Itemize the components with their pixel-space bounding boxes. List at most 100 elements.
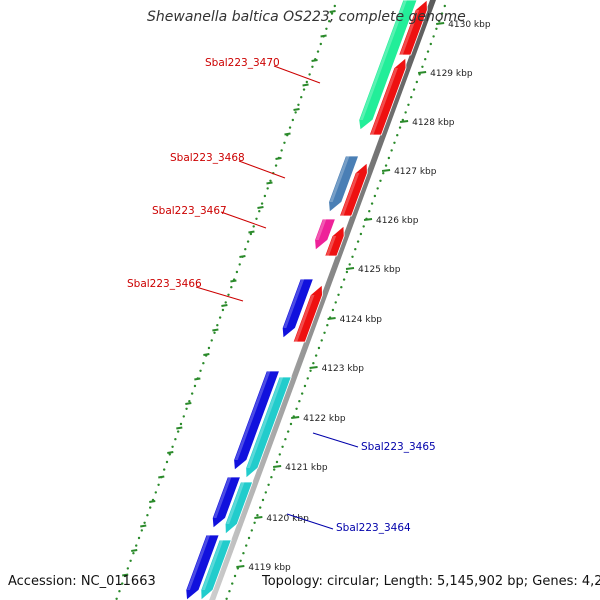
tick-mark — [327, 317, 336, 320]
outer-tick-dot — [289, 422, 293, 426]
inner-tick-dot — [260, 202, 264, 205]
inner-tick-mark — [311, 59, 318, 62]
outer-tick-dot — [432, 35, 435, 38]
backbone-line — [209, 0, 436, 600]
inner-tick-dot — [288, 126, 292, 129]
gene-inner-red-shine — [325, 236, 337, 256]
accession-text: Accession: NC_011663 — [8, 574, 156, 589]
inner-tick-mark — [320, 34, 327, 38]
gene-label-leaders — [195, 65, 359, 530]
outer-tick-dot — [443, 4, 446, 8]
outer-tick-dot — [272, 468, 276, 471]
gene-inner-red — [398, 0, 428, 56]
inner-tick-dot — [137, 536, 141, 540]
outer-tick-dot — [354, 248, 357, 251]
tick-label: 4128 kbp — [412, 118, 455, 128]
inner-tick-dot — [311, 65, 314, 69]
inner-tick-mark — [257, 206, 264, 209]
outer-tick-dot — [245, 544, 248, 547]
inner-tick-mark — [158, 475, 165, 479]
outer-tick-dot — [373, 194, 377, 198]
outer-tick-dot — [239, 559, 242, 562]
gene-label[interactable]: Sbal223_3464 — [336, 522, 411, 534]
tick-mark — [363, 218, 373, 221]
inner-tick-dot — [182, 415, 185, 418]
tick-mark — [254, 516, 263, 519]
outer-tick-dot — [250, 529, 254, 532]
inner-tick-dot — [157, 483, 160, 486]
inner-tick-dot — [235, 270, 239, 274]
inner-tick-mark — [167, 451, 174, 454]
gene-cds-cyan-shine — [201, 540, 224, 590]
tick-mark — [309, 366, 318, 369]
gene-outer-blue — [185, 534, 220, 600]
outer-tick-dot — [334, 301, 337, 304]
gene-outer-steelblue-shine — [329, 156, 350, 202]
outer-tick-dot — [398, 126, 402, 129]
inner-tick-mark — [176, 426, 183, 430]
inner-tick-dot — [135, 544, 138, 547]
inner-tick-mark — [221, 304, 228, 307]
gene-label[interactable]: Sbal223_3466 — [127, 278, 202, 290]
outer-tick-dot — [270, 476, 273, 479]
outer-tick-dot — [261, 498, 265, 502]
tick-mark — [436, 22, 445, 25]
tick-label: 4127 kbp — [394, 167, 437, 177]
inner-tick-dot — [193, 384, 197, 388]
outer-tick-dot — [429, 42, 433, 46]
outer-tick-dot — [404, 111, 407, 114]
outer-tick-dot — [323, 331, 326, 334]
inner-tick-mark — [149, 500, 156, 503]
outer-tick-dot — [317, 346, 321, 350]
gene-outer-blue-shine — [234, 371, 271, 460]
outer-tick-dot — [396, 134, 399, 137]
inner-tick-dot — [132, 552, 135, 555]
inner-tick-dot — [146, 514, 149, 517]
inner-tick-dot — [325, 27, 328, 30]
outer-tick-dot — [435, 27, 438, 30]
inner-tick-mark — [293, 108, 300, 111]
tick-mark — [273, 465, 282, 468]
gene-label[interactable]: Sbal223_3470 — [205, 57, 280, 69]
inner-tick-mark — [203, 353, 210, 356]
inner-tick-dot — [129, 559, 132, 562]
genome-summary: Topology: circular; Length: 5,145,902 bp… — [262, 574, 600, 589]
gene-label[interactable]: Sbal223_3467 — [152, 205, 227, 217]
outer-tick-dot — [368, 210, 371, 213]
inner-tick-dot — [185, 407, 188, 410]
outer-tick-dot — [337, 293, 340, 296]
outer-tick-dot — [320, 339, 323, 342]
tick-mark — [399, 120, 409, 123]
inner-tick-dot — [168, 453, 171, 456]
outer-tick-dot — [440, 12, 444, 15]
gene-label[interactable]: Sbal223_3468 — [170, 152, 245, 164]
gene-outer-steelblue — [328, 155, 360, 213]
tick-label: 4126 kbp — [376, 216, 419, 226]
outer-tick-dot — [326, 324, 329, 327]
inner-tick-dot — [115, 597, 118, 600]
gene-leader-line — [238, 160, 286, 179]
outer-tick-dot — [415, 80, 419, 84]
inner-tick-dot — [244, 248, 247, 251]
gene-outer-blue-shine — [283, 279, 305, 328]
outer-tick-dot — [390, 149, 393, 152]
genome-backbone — [209, 0, 436, 600]
outer-tick-dot — [340, 286, 343, 289]
tick-label: 4121 kbp — [285, 463, 328, 473]
inner-tick-dot — [190, 392, 194, 395]
gene-cds-cyan — [200, 539, 232, 600]
outer-tick-dot — [264, 491, 267, 494]
outer-tick-dot — [242, 552, 245, 555]
outer-tick-dot — [331, 308, 335, 312]
inner-tick-dot — [213, 331, 216, 334]
outer-tick-dot — [312, 362, 315, 365]
tick-mark — [291, 416, 300, 419]
inner-tick-dot — [302, 88, 306, 91]
inner-tick-dot — [224, 301, 227, 304]
gene-label[interactable]: Sbal223_3465 — [361, 441, 436, 453]
inner-tick-dot — [210, 339, 213, 342]
outer-tick-dot — [356, 240, 360, 243]
outer-tick-dot — [393, 141, 396, 144]
gene-leader-line — [286, 513, 334, 530]
inner-tick-dot — [176, 430, 180, 433]
